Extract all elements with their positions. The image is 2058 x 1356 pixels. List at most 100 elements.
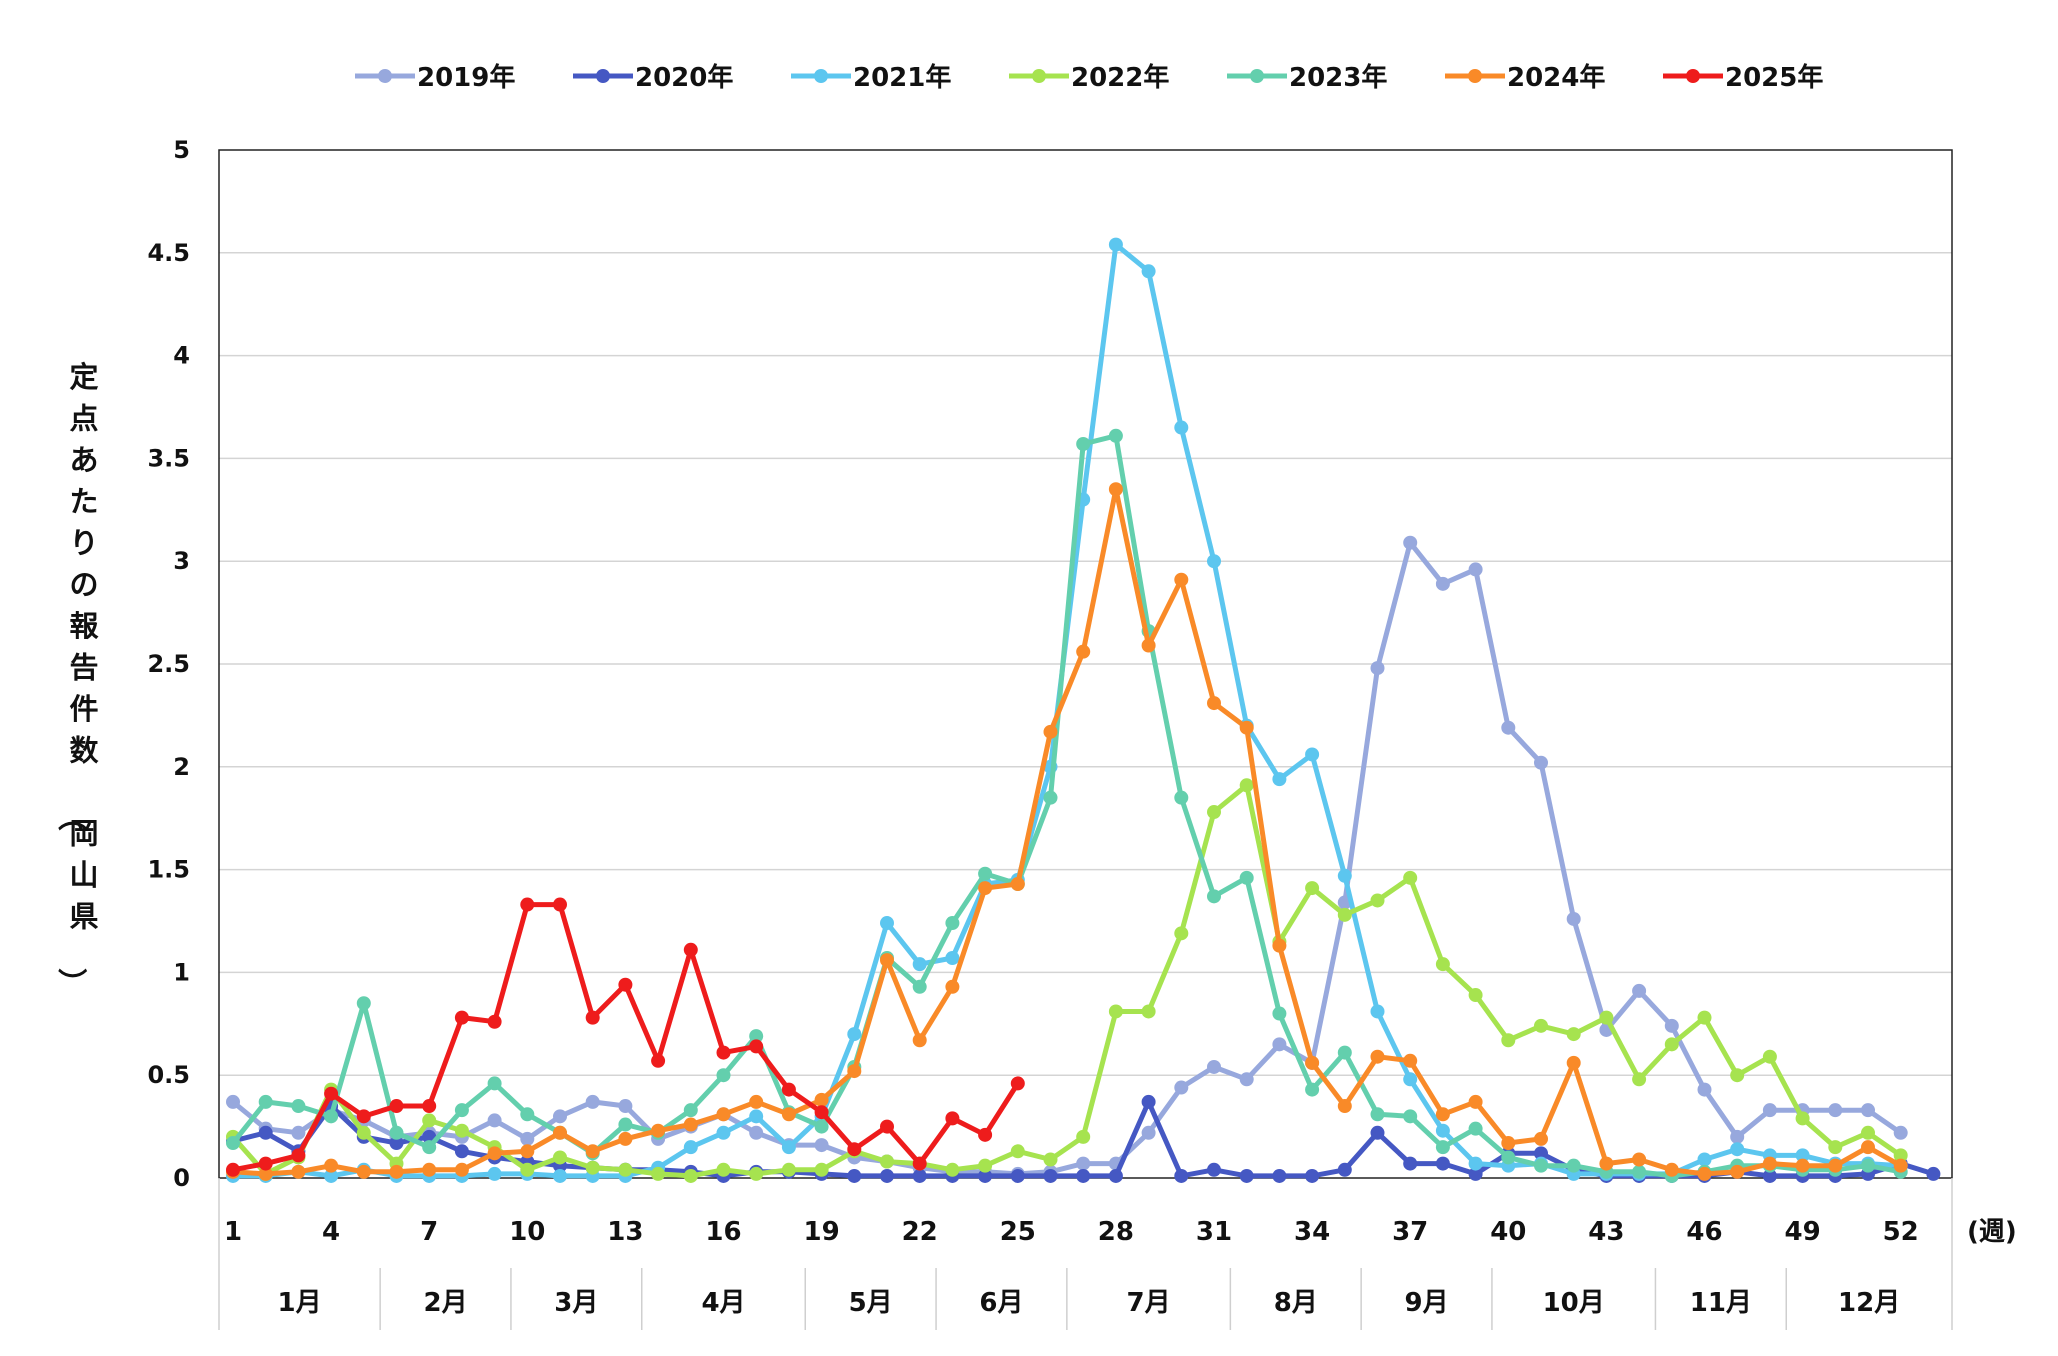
data-point [683, 942, 698, 957]
data-point [1468, 1166, 1483, 1181]
data-point [1632, 1164, 1647, 1179]
data-point [1468, 1094, 1483, 1109]
data-point [1305, 747, 1320, 762]
data-point [1501, 1033, 1516, 1048]
data-point [912, 1156, 927, 1171]
data-point [1108, 428, 1123, 443]
data-point [1762, 1156, 1777, 1171]
legend-marker [1032, 69, 1046, 83]
data-point [1566, 911, 1581, 926]
data-point [1861, 1158, 1875, 1173]
data-point [683, 1140, 698, 1155]
data-point [1272, 1168, 1287, 1183]
series-2022年 [226, 778, 1908, 1183]
data-point [945, 916, 960, 931]
data-point [880, 1119, 894, 1134]
data-point [1632, 1072, 1647, 1087]
data-point [1370, 1125, 1385, 1140]
x-tick-label: 43 [1588, 1217, 1624, 1247]
data-point [651, 1166, 666, 1181]
data-point [1861, 1140, 1875, 1155]
legend-label: 2020年 [635, 62, 733, 93]
data-point [1010, 1168, 1025, 1183]
data-point [814, 1119, 829, 1134]
data-point [1272, 938, 1287, 953]
data-point [880, 916, 894, 931]
month-label: 2月 [424, 1288, 468, 1318]
data-point [1534, 1146, 1548, 1161]
data-point [1370, 1107, 1385, 1122]
x-tick-label: 40 [1490, 1217, 1526, 1247]
month-label: 4月 [701, 1288, 745, 1318]
data-point [1403, 1072, 1418, 1087]
data-point [487, 1014, 502, 1029]
legend-marker [1250, 69, 1264, 83]
data-point [487, 1113, 502, 1128]
data-point [520, 1131, 535, 1146]
series-line [230, 242, 1904, 1179]
data-point [1141, 1094, 1156, 1109]
data-point [618, 1131, 633, 1146]
legend-label: 2024年 [1507, 62, 1605, 93]
data-point [520, 1144, 535, 1159]
legend-label: 2022年 [1071, 62, 1169, 93]
data-point [1599, 1010, 1614, 1025]
data-point [1566, 1055, 1581, 1070]
x-tick-label: 49 [1785, 1217, 1821, 1247]
data-point [356, 1164, 371, 1179]
data-point [912, 1033, 927, 1048]
y-tick-label: 2.5 [147, 650, 190, 678]
data-point [781, 1140, 796, 1155]
data-point [1795, 1148, 1810, 1163]
data-point [1174, 926, 1189, 941]
data-point [978, 1127, 993, 1142]
x-tick-label: 1 [224, 1217, 242, 1247]
data-point [520, 897, 535, 912]
data-point [454, 1010, 469, 1025]
data-point [1305, 881, 1320, 896]
legend-item: 2024年 [1445, 62, 1605, 93]
data-point [1010, 1144, 1025, 1159]
x-axis-ticks: 1 4 7 10 13 16 19 22 25 28 31 34 37 40 43 46 49 52 [224, 1217, 1919, 1247]
legend-item: 2019年 [355, 62, 515, 93]
data-point [749, 1029, 764, 1044]
data-point [1043, 724, 1058, 739]
data-point [1664, 1018, 1679, 1033]
data-point [945, 979, 960, 994]
data-point [1762, 1049, 1777, 1064]
data-point [651, 1053, 666, 1068]
data-point [912, 979, 927, 994]
data-point [781, 1162, 796, 1177]
data-point [1435, 957, 1450, 972]
data-point [258, 1166, 273, 1181]
data-point [1861, 1125, 1875, 1140]
data-point [1272, 1037, 1287, 1052]
data-point [1403, 870, 1418, 885]
y-axis-title: 定点あたりの報告件数（岡山県） [54, 360, 99, 997]
data-point [1337, 1162, 1352, 1177]
data-point [226, 1094, 240, 1109]
legend-label: 2025年 [1725, 62, 1823, 93]
data-point [1664, 1037, 1679, 1052]
data-point [1566, 1158, 1581, 1173]
legend-marker [1686, 69, 1700, 83]
data-point [1272, 1006, 1287, 1021]
data-point [1370, 893, 1385, 908]
data-point [553, 1150, 567, 1165]
data-point [1337, 1099, 1352, 1114]
data-point [1337, 1045, 1352, 1060]
data-point [1762, 1168, 1777, 1183]
x-tick-label: 52 [1883, 1217, 1919, 1247]
data-point [749, 1125, 764, 1140]
data-point [1337, 907, 1352, 922]
data-point [585, 1010, 600, 1025]
data-point [1141, 264, 1156, 279]
data-point [356, 996, 371, 1011]
data-point [716, 1162, 731, 1177]
data-point [291, 1099, 306, 1114]
series-line [230, 782, 1904, 1179]
month-label: 12月 [1838, 1288, 1900, 1318]
data-point [716, 1045, 731, 1060]
data-point [1697, 1082, 1712, 1097]
data-point [454, 1103, 469, 1118]
